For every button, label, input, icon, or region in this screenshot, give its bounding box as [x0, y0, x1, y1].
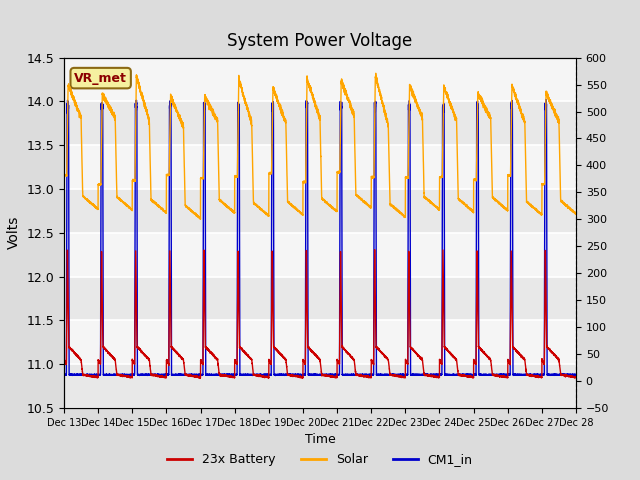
Bar: [64, 189, 576, 233]
Bar: [64, 145, 576, 189]
Bar: [64, 101, 576, 145]
Text: VR_met: VR_met: [74, 72, 127, 84]
Bar: [64, 233, 576, 276]
Bar: [64, 276, 576, 321]
X-axis label: Time: Time: [305, 433, 335, 446]
Title: System Power Voltage: System Power Voltage: [227, 33, 413, 50]
Bar: [64, 58, 576, 101]
Bar: [64, 364, 576, 408]
Y-axis label: Volts: Volts: [7, 216, 21, 250]
Bar: [64, 321, 576, 364]
Legend: 23x Battery, Solar, CM1_in: 23x Battery, Solar, CM1_in: [163, 448, 477, 471]
